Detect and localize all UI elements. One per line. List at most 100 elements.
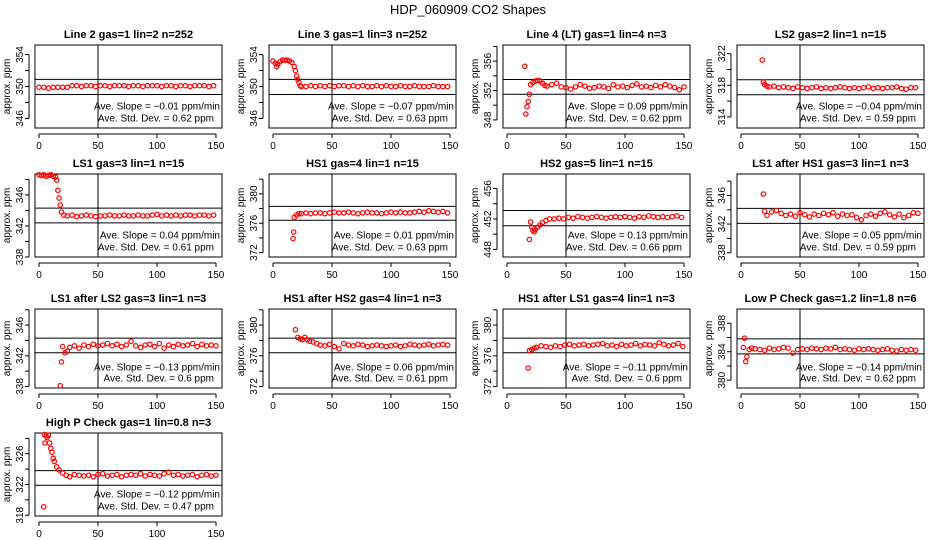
- data-point: [775, 84, 782, 91]
- x-tick-label: 0: [738, 270, 744, 281]
- data-point: [182, 82, 189, 89]
- data-point: [524, 103, 530, 110]
- slope-annotation: Ave. Slope = 0.13 ppm/min: [568, 231, 688, 242]
- y-tick-label: 342: [15, 217, 26, 234]
- data-point: [760, 191, 767, 197]
- data-point: [813, 346, 820, 352]
- data-point: [306, 338, 313, 345]
- data-point: [71, 343, 78, 349]
- y-tick-label: 376: [249, 347, 260, 364]
- data-point: [210, 212, 217, 218]
- data-point: [558, 84, 565, 90]
- data-point: [85, 343, 92, 350]
- y-tick-label: 380: [483, 316, 494, 333]
- plot-frame: [502, 44, 691, 129]
- data-point: [191, 213, 198, 219]
- data-point: [402, 343, 408, 349]
- data-point: [109, 343, 115, 349]
- data-point: [773, 207, 780, 214]
- x-tick-label: 50: [560, 270, 572, 281]
- data-point: [577, 81, 583, 88]
- data-point: [430, 343, 437, 349]
- y-tick-label: 384: [717, 343, 728, 360]
- data-point: [177, 213, 184, 219]
- data-point: [912, 84, 919, 91]
- y-tick-label: 380: [249, 316, 260, 333]
- data-point: [425, 83, 432, 90]
- data-point: [130, 213, 137, 219]
- data-point: [201, 212, 208, 218]
- data-point: [903, 86, 910, 93]
- data-point: [544, 83, 550, 89]
- data-point: [901, 214, 907, 221]
- data-point: [187, 83, 193, 90]
- y-tick-label: 448: [483, 241, 494, 258]
- data-point: [388, 343, 394, 349]
- data-point: [626, 214, 633, 221]
- data-point: [571, 343, 578, 349]
- data-point: [860, 84, 867, 91]
- x-tick-label: 150: [208, 401, 225, 412]
- data-point: [163, 212, 170, 218]
- data-point: [610, 81, 617, 88]
- data-point: [886, 211, 893, 218]
- data-point: [144, 213, 151, 219]
- data-point: [203, 343, 210, 349]
- data-point: [521, 63, 528, 70]
- data-point: [574, 213, 581, 220]
- data-point: [667, 83, 673, 89]
- x-tick-label: 100: [851, 141, 868, 152]
- data-point: [742, 358, 749, 365]
- data-point: [294, 76, 301, 83]
- y-tick-label: 338: [717, 244, 728, 261]
- data-point: [421, 342, 427, 348]
- data-point: [147, 341, 153, 348]
- x-tick-label: 0: [504, 401, 510, 412]
- y-axis-label: approx. ppm: [2, 59, 13, 115]
- data-point: [123, 342, 130, 348]
- data-point: [893, 84, 900, 90]
- x-tick-label: 100: [149, 141, 166, 152]
- data-point: [156, 340, 163, 347]
- slope-annotation: Ave. Slope = 0.01 ppm/min: [334, 231, 454, 242]
- data-point: [638, 84, 645, 90]
- data-point: [820, 210, 827, 217]
- y-tick-label: 342: [717, 215, 728, 232]
- data-point: [184, 472, 191, 479]
- data-point: [359, 210, 366, 216]
- data-point: [889, 84, 895, 91]
- data-point: [213, 343, 219, 349]
- data-point: [799, 84, 806, 91]
- data-point: [622, 213, 628, 220]
- x-tick-label: 100: [149, 401, 166, 412]
- data-point: [123, 472, 130, 479]
- y-tick-label: 354: [249, 46, 260, 63]
- data-point: [350, 82, 357, 89]
- data-point: [163, 82, 170, 89]
- data-point: [411, 82, 418, 89]
- data-point: [340, 340, 347, 347]
- data-point: [158, 213, 165, 219]
- data-point: [780, 344, 787, 351]
- data-point: [794, 84, 801, 90]
- y-axis-label: approx. ppm: [470, 188, 481, 244]
- data-point: [59, 84, 66, 91]
- data-point: [664, 214, 671, 221]
- data-point: [173, 83, 179, 90]
- data-point: [794, 346, 801, 353]
- data-point: [775, 346, 782, 352]
- x-tick-label: 150: [208, 270, 225, 281]
- data-point: [527, 219, 534, 225]
- data-point: [665, 343, 672, 349]
- data-point: [657, 84, 664, 90]
- data-point: [149, 212, 156, 218]
- slope-annotation: Ave. Slope = −0.13 ppm/min: [94, 363, 220, 374]
- data-point: [199, 472, 205, 479]
- data-point: [416, 343, 423, 349]
- x-tick-label: 0: [504, 270, 510, 281]
- data-point: [641, 214, 647, 221]
- y-tick-label: 350: [15, 78, 26, 95]
- data-point: [296, 210, 302, 217]
- data-point: [378, 210, 385, 217]
- x-tick-label: 0: [504, 141, 510, 152]
